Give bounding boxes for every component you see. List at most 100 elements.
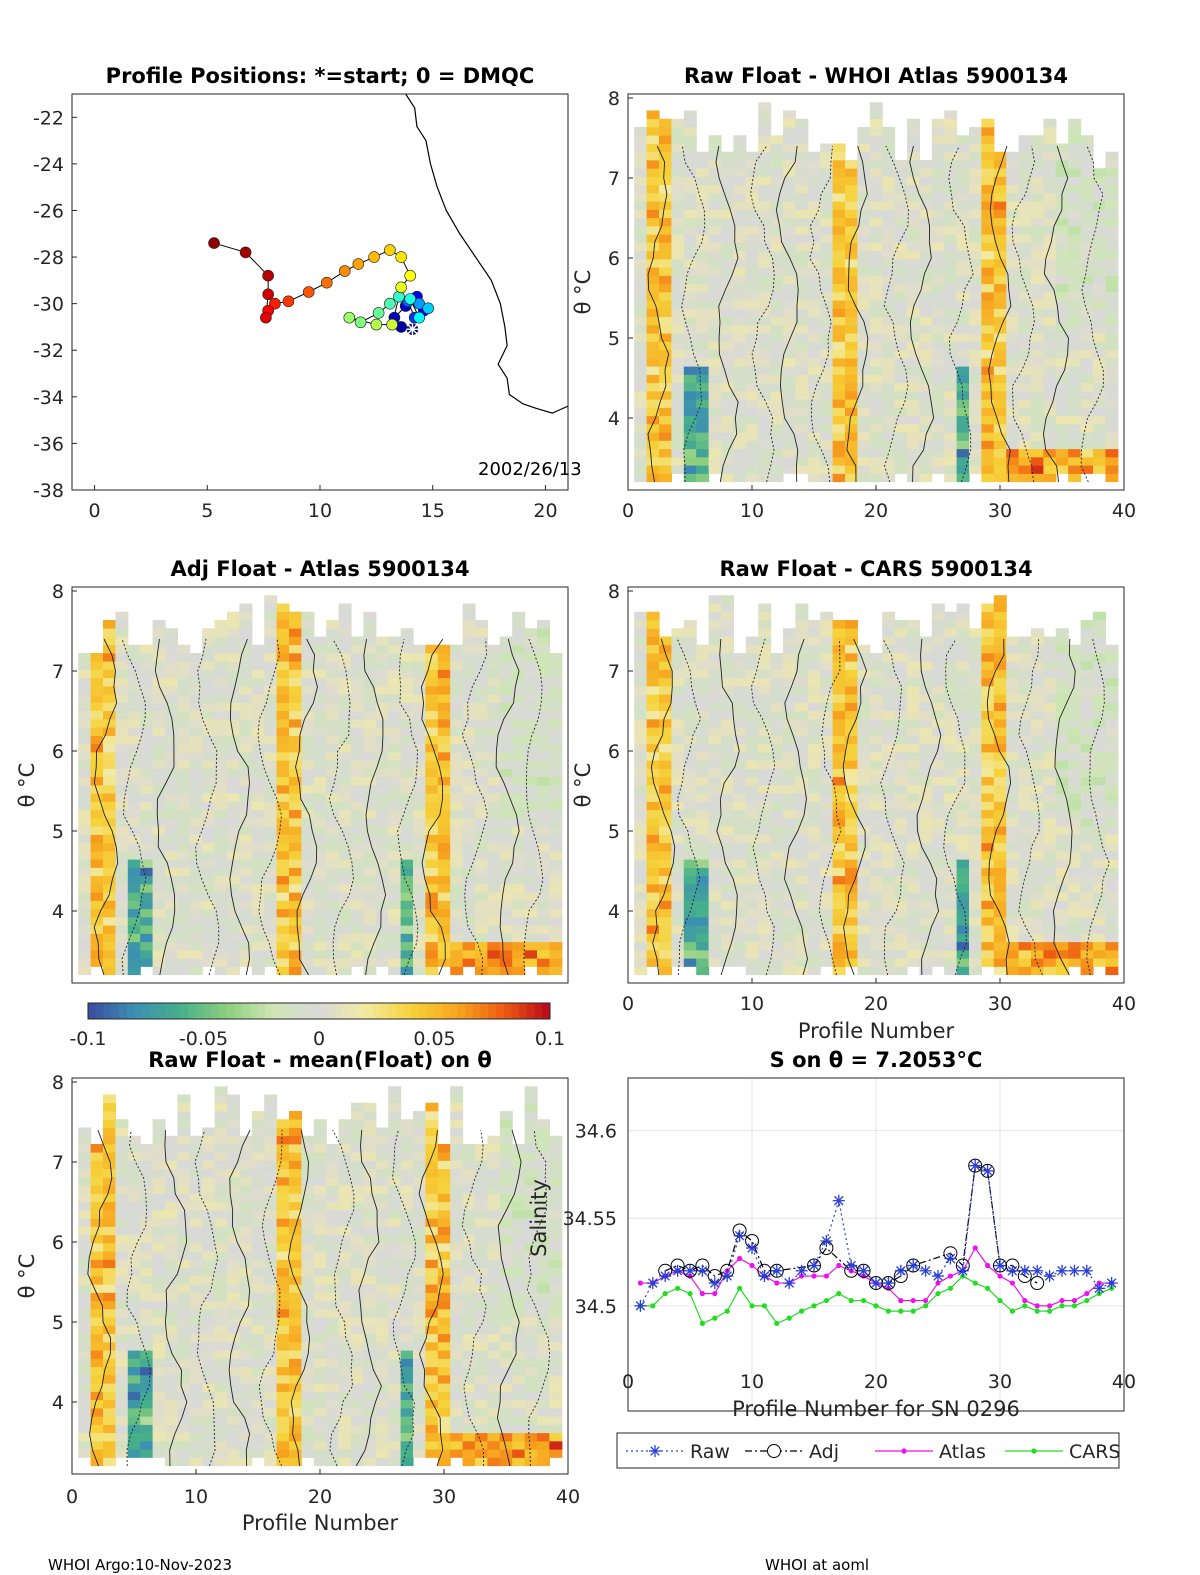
heatmap-cell — [1068, 752, 1082, 761]
heatmap-cell — [919, 776, 933, 786]
heatmap-cell — [969, 628, 982, 637]
heatmap-cell — [363, 752, 377, 761]
heatmap-cell — [90, 752, 104, 761]
heatmap-cell — [820, 300, 834, 309]
heatmap-cell — [375, 768, 389, 778]
heatmap-cell — [845, 809, 858, 819]
heatmap-cell — [301, 801, 315, 811]
heatmap-cell — [721, 686, 734, 695]
heatmap-cell — [251, 900, 265, 910]
heatmap-cell — [671, 702, 685, 712]
heatmap-cell — [733, 958, 747, 967]
heatmap-cell — [845, 768, 858, 778]
heatmap-cell — [462, 677, 476, 687]
heatmap-cell — [1018, 448, 1032, 458]
heatmap-cell — [795, 217, 809, 227]
heatmap-cell — [1080, 760, 1094, 769]
heatmap-cell — [1055, 415, 1069, 425]
heatmap-cell — [475, 661, 488, 670]
heatmap-cell — [338, 933, 352, 943]
heatmap-cell — [634, 415, 648, 425]
heatmap-cell — [832, 465, 846, 474]
heatmap-cell — [869, 333, 883, 342]
heatmap-cell — [882, 842, 896, 852]
heatmap-cell — [512, 760, 526, 769]
heatmap-cell — [264, 826, 278, 835]
heatmap-cell — [795, 859, 809, 868]
heatmap-cell — [152, 941, 166, 951]
heatmap-cell — [857, 292, 871, 301]
heatmap-cell — [152, 686, 166, 695]
heatmap-cell — [944, 325, 958, 334]
heatmap-cell — [708, 292, 722, 301]
heatmap-cell — [499, 834, 513, 844]
heatmap-cell — [103, 686, 116, 695]
heatmap-cell — [646, 110, 660, 120]
heatmap-cell — [1080, 193, 1094, 202]
heatmap-cell — [832, 661, 846, 670]
heatmap-cell — [683, 950, 697, 959]
heatmap-cell — [140, 941, 154, 951]
heatmap-cell — [177, 735, 191, 745]
heatmap-cell — [1043, 217, 1057, 227]
heatmap-cell — [919, 325, 933, 334]
heatmap-cell — [549, 785, 563, 794]
heatmap-cell — [993, 958, 1007, 967]
heatmap-cell — [721, 275, 734, 285]
heatmap-cell — [326, 950, 340, 959]
heatmap-cell — [956, 226, 970, 235]
heatmap-cell — [549, 859, 563, 868]
heatmap-cell — [981, 127, 995, 136]
heatmap-cell — [981, 785, 995, 794]
heatmap-cell — [634, 958, 648, 967]
heatmap-cell — [894, 341, 908, 351]
heatmap-cell — [1105, 908, 1119, 918]
heatmap-cell — [944, 892, 958, 901]
heatmap-cell — [1055, 867, 1069, 877]
heatmap-cell — [956, 677, 970, 687]
heatmap-cell — [807, 160, 821, 169]
heatmap-cell — [264, 851, 278, 860]
heatmap-cell — [1093, 457, 1106, 466]
heatmap-cell — [894, 809, 908, 819]
heatmap-cell — [758, 135, 772, 144]
heatmap-cell — [659, 407, 672, 417]
heatmap-cell — [400, 636, 414, 646]
heatmap-cell — [363, 941, 377, 951]
heatmap-cell — [1080, 267, 1094, 276]
heatmap-cell — [931, 259, 945, 268]
heatmap-cell — [239, 611, 253, 621]
heatmap-cell — [882, 135, 896, 144]
heatmap-cell — [1018, 933, 1032, 943]
heatmap-cell — [845, 226, 858, 235]
heatmap-cell — [795, 292, 809, 301]
heatmap-cell — [869, 892, 883, 901]
heatmap-cell — [944, 201, 958, 210]
heatmap-cell — [437, 735, 451, 745]
heatmap-cell — [127, 719, 141, 728]
heatmap-cell — [770, 752, 784, 761]
heatmap-cell — [1055, 908, 1069, 918]
heatmap-cell — [944, 440, 958, 450]
heatmap-cell — [1105, 316, 1119, 326]
heatmap-cell — [646, 415, 660, 425]
heatmap-cell — [264, 735, 278, 745]
heatmap-cell — [512, 875, 526, 885]
heatmap-cell — [1105, 349, 1119, 359]
heatmap-cell — [634, 127, 648, 136]
heatmap-cell — [882, 834, 896, 844]
heatmap-cell — [1105, 226, 1119, 235]
heatmap-cell — [969, 358, 982, 367]
heatmap-cell — [475, 776, 488, 786]
heatmap-cell — [1068, 950, 1082, 959]
heatmap-cell — [363, 917, 377, 926]
heatmap-cell — [165, 636, 178, 646]
heatmap-cell — [745, 842, 759, 852]
heatmap-cell — [845, 382, 858, 392]
heatmap-cell — [770, 292, 784, 301]
heatmap-cell — [301, 661, 315, 670]
heatmap-cell — [832, 448, 846, 458]
heatmap-cell — [462, 752, 476, 761]
heatmap-cell — [214, 776, 228, 786]
heatmap-cell — [696, 900, 710, 910]
